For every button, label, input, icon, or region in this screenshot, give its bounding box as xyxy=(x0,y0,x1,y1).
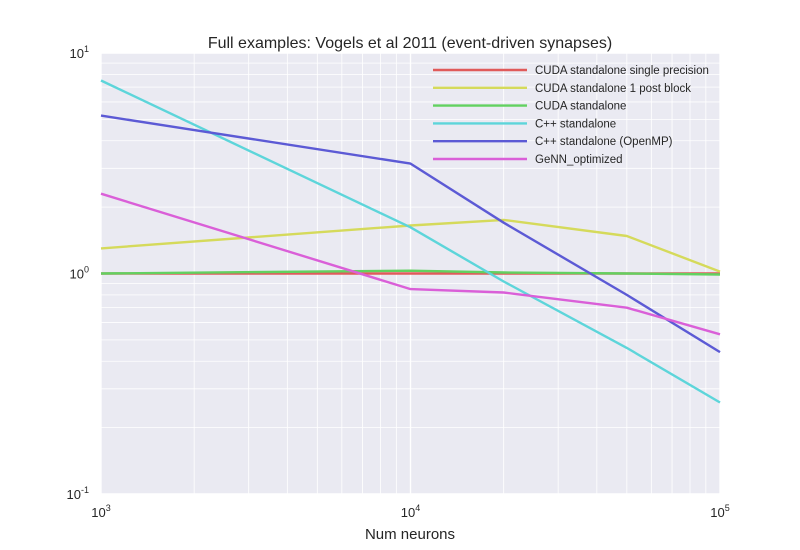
y-axis-ticks: 10-1 100 101 xyxy=(67,44,89,502)
x-tick-label: 105 xyxy=(710,503,729,520)
series-line-5 xyxy=(100,114,721,354)
legend-label: C++ standalone (OpenMP) xyxy=(535,136,673,148)
legend-label: GeNN_optimized xyxy=(535,154,623,166)
x-tick-label: 103 xyxy=(91,503,110,520)
x-tick-label: 104 xyxy=(401,503,420,520)
legend: CUDA standalone single precision CUDA sta… xyxy=(433,65,709,166)
legend-label: CUDA standalone 1 post block xyxy=(535,83,691,95)
legend-label: CUDA standalone single precision xyxy=(535,65,709,77)
series-line-3 xyxy=(100,269,721,276)
y-tick-label: 100 xyxy=(70,265,89,282)
legend-label: CUDA standalone xyxy=(535,101,626,113)
y-tick-label: 101 xyxy=(70,44,89,61)
x-axis-label: Num neurons xyxy=(365,526,455,543)
legend-label: C++ standalone xyxy=(535,118,616,130)
series-line-6 xyxy=(100,192,721,336)
chart-title: Full examples: Vogels et al 2011 (event-… xyxy=(208,35,612,52)
y-tick-label: 10-1 xyxy=(67,485,89,502)
x-axis-ticks: 103 104 105 xyxy=(91,503,729,520)
series-line-2 xyxy=(100,218,721,273)
series-line-4 xyxy=(100,79,721,404)
series-layer xyxy=(100,79,721,404)
